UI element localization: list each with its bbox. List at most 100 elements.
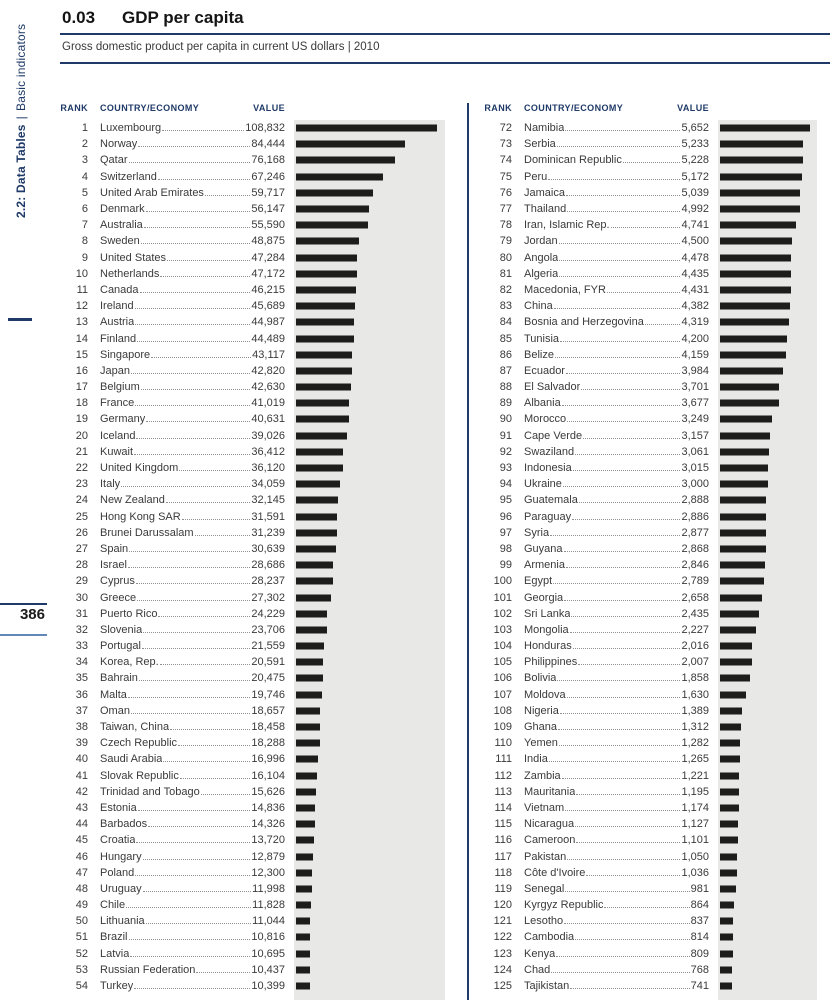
rank-cell: 27: [75, 542, 88, 555]
table-row: 44 Barbados 14,326: [60, 816, 315, 832]
rank-cell: 125: [493, 980, 512, 993]
value-cell: 981: [690, 882, 709, 895]
country-cell: Kyrgyz Republic: [524, 899, 604, 912]
value-bar: [720, 383, 779, 391]
value-cell: 814: [690, 931, 709, 944]
value-cell: 56,147: [251, 203, 285, 216]
country-value-cell: Georgia 2,658: [524, 592, 709, 604]
value-cell: 16,996: [251, 753, 285, 766]
value-bar: [720, 901, 734, 909]
country-value-cell: Chile 11,828: [100, 899, 285, 911]
page-number-rule-top: [0, 603, 47, 605]
dot-leader: [135, 405, 251, 407]
dot-leader: [575, 826, 681, 828]
table-row: 88 El Salvador 3,701: [484, 379, 779, 395]
country-value-cell: Barbados 14,326: [100, 818, 285, 830]
rank-cell: 96: [499, 510, 512, 523]
dot-leader: [179, 777, 251, 779]
table-row: 76 Jamaica 5,039: [484, 185, 801, 201]
value-bar: [720, 237, 792, 245]
value-cell: 3,157: [681, 429, 709, 442]
value-bar: [720, 739, 741, 747]
country-cell: Turkey: [100, 980, 134, 993]
table-row: 91 Cape Verde 3,157: [484, 428, 771, 444]
value-bar: [296, 140, 406, 148]
table-row: 12 Ireland 45,689: [60, 298, 356, 314]
dot-leader: [145, 211, 251, 213]
table-row: 101 Georgia 2,658: [484, 589, 763, 605]
value-cell: 2,007: [681, 656, 709, 669]
value-bar: [296, 432, 347, 440]
value-cell: 28,686: [251, 559, 285, 572]
rank-cell: 112: [494, 769, 512, 782]
value-cell: 3,984: [681, 364, 709, 377]
value-cell: 1,127: [681, 818, 709, 831]
value-bar: [296, 124, 437, 132]
table-row: 32 Slovenia 23,706: [60, 622, 327, 638]
value-bar: [720, 318, 789, 326]
rank-cell: 111: [495, 753, 512, 766]
country-value-cell: Philippines 2,007: [524, 656, 709, 668]
value-cell: 2,886: [681, 510, 709, 523]
rank-cell: 93: [499, 462, 512, 475]
country-value-cell: Lesotho 837: [524, 915, 709, 927]
value-bar: [720, 772, 740, 780]
dot-leader: [553, 583, 681, 585]
value-cell: 18,288: [251, 737, 285, 750]
country-value-cell: Namibia 5,652: [524, 122, 709, 134]
rank-cell: 119: [494, 882, 512, 895]
value-cell: 2,227: [681, 623, 709, 636]
country-cell: Albania: [524, 397, 561, 410]
country-cell: Pakistan: [524, 850, 567, 863]
value-cell: 2,868: [681, 542, 709, 555]
table-row: 29 Cyprus 28,237: [60, 573, 333, 589]
country-cell: Jamaica: [524, 186, 565, 199]
table-row: 93 Indonesia 3,015: [484, 460, 768, 476]
table-row: 75 Peru 5,172: [484, 169, 803, 185]
country-value-cell: Vietnam 1,174: [524, 802, 709, 814]
sidebar-category-label: Basic indicators: [14, 23, 28, 111]
country-cell: Kuwait: [100, 445, 134, 458]
dot-leader: [565, 130, 681, 132]
value-bar: [720, 302, 790, 310]
dot-leader: [142, 890, 252, 892]
dot-leader: [128, 939, 251, 941]
value-bar: [296, 383, 352, 391]
value-cell: 10,816: [251, 931, 285, 944]
table-row: 79 Jordan 4,500: [484, 233, 792, 249]
value-cell: 837: [690, 915, 709, 928]
country-value-cell: Kyrgyz Republic 864: [524, 899, 709, 911]
dot-leader: [151, 356, 252, 358]
dot-leader: [130, 372, 251, 374]
rank-cell: 53: [75, 963, 88, 976]
table-row: 89 Albania 3,677: [484, 395, 779, 411]
country-value-cell: Brunei Darussalam 31,239: [100, 527, 285, 539]
country-value-cell: Nicaragua 1,127: [524, 818, 709, 830]
country-value-cell: Cambodia 814: [524, 931, 709, 943]
rank-cell: 94: [499, 478, 512, 491]
rank-cell: 54: [75, 980, 88, 993]
value-cell: 5,172: [681, 170, 709, 183]
value-bar: [296, 950, 310, 958]
value-bar: [296, 853, 313, 861]
country-value-cell: Estonia 14,836: [100, 802, 285, 814]
dot-leader: [130, 712, 251, 714]
country-value-cell: Italy 34,059: [100, 478, 285, 490]
country-cell: Latvia: [100, 947, 130, 960]
country-value-cell: Portugal 21,559: [100, 640, 285, 652]
country-value-cell: Brazil 10,816: [100, 931, 285, 943]
rank-cell: 2: [81, 138, 88, 151]
table-column-right: RANK COUNTRY/ECONOMY VALUE 72 Namibia 5,65…: [484, 103, 830, 994]
dot-leader: [157, 178, 251, 180]
country-cell: Barbados: [100, 818, 148, 831]
value-cell: 31,239: [251, 526, 285, 539]
country-cell: Trinidad and Tobago: [100, 785, 200, 798]
rank-cell: 12: [75, 300, 88, 313]
value-cell: 1,101: [681, 834, 709, 847]
country-value-cell: Ukraine 3,000: [524, 478, 709, 490]
value-bar: [720, 723, 741, 731]
value-cell: 19,746: [251, 688, 285, 701]
value-cell: 27,302: [251, 591, 285, 604]
country-header: COUNTRY/ECONOMY: [100, 103, 200, 113]
table-row: 2 Norway 84,444: [60, 136, 406, 152]
